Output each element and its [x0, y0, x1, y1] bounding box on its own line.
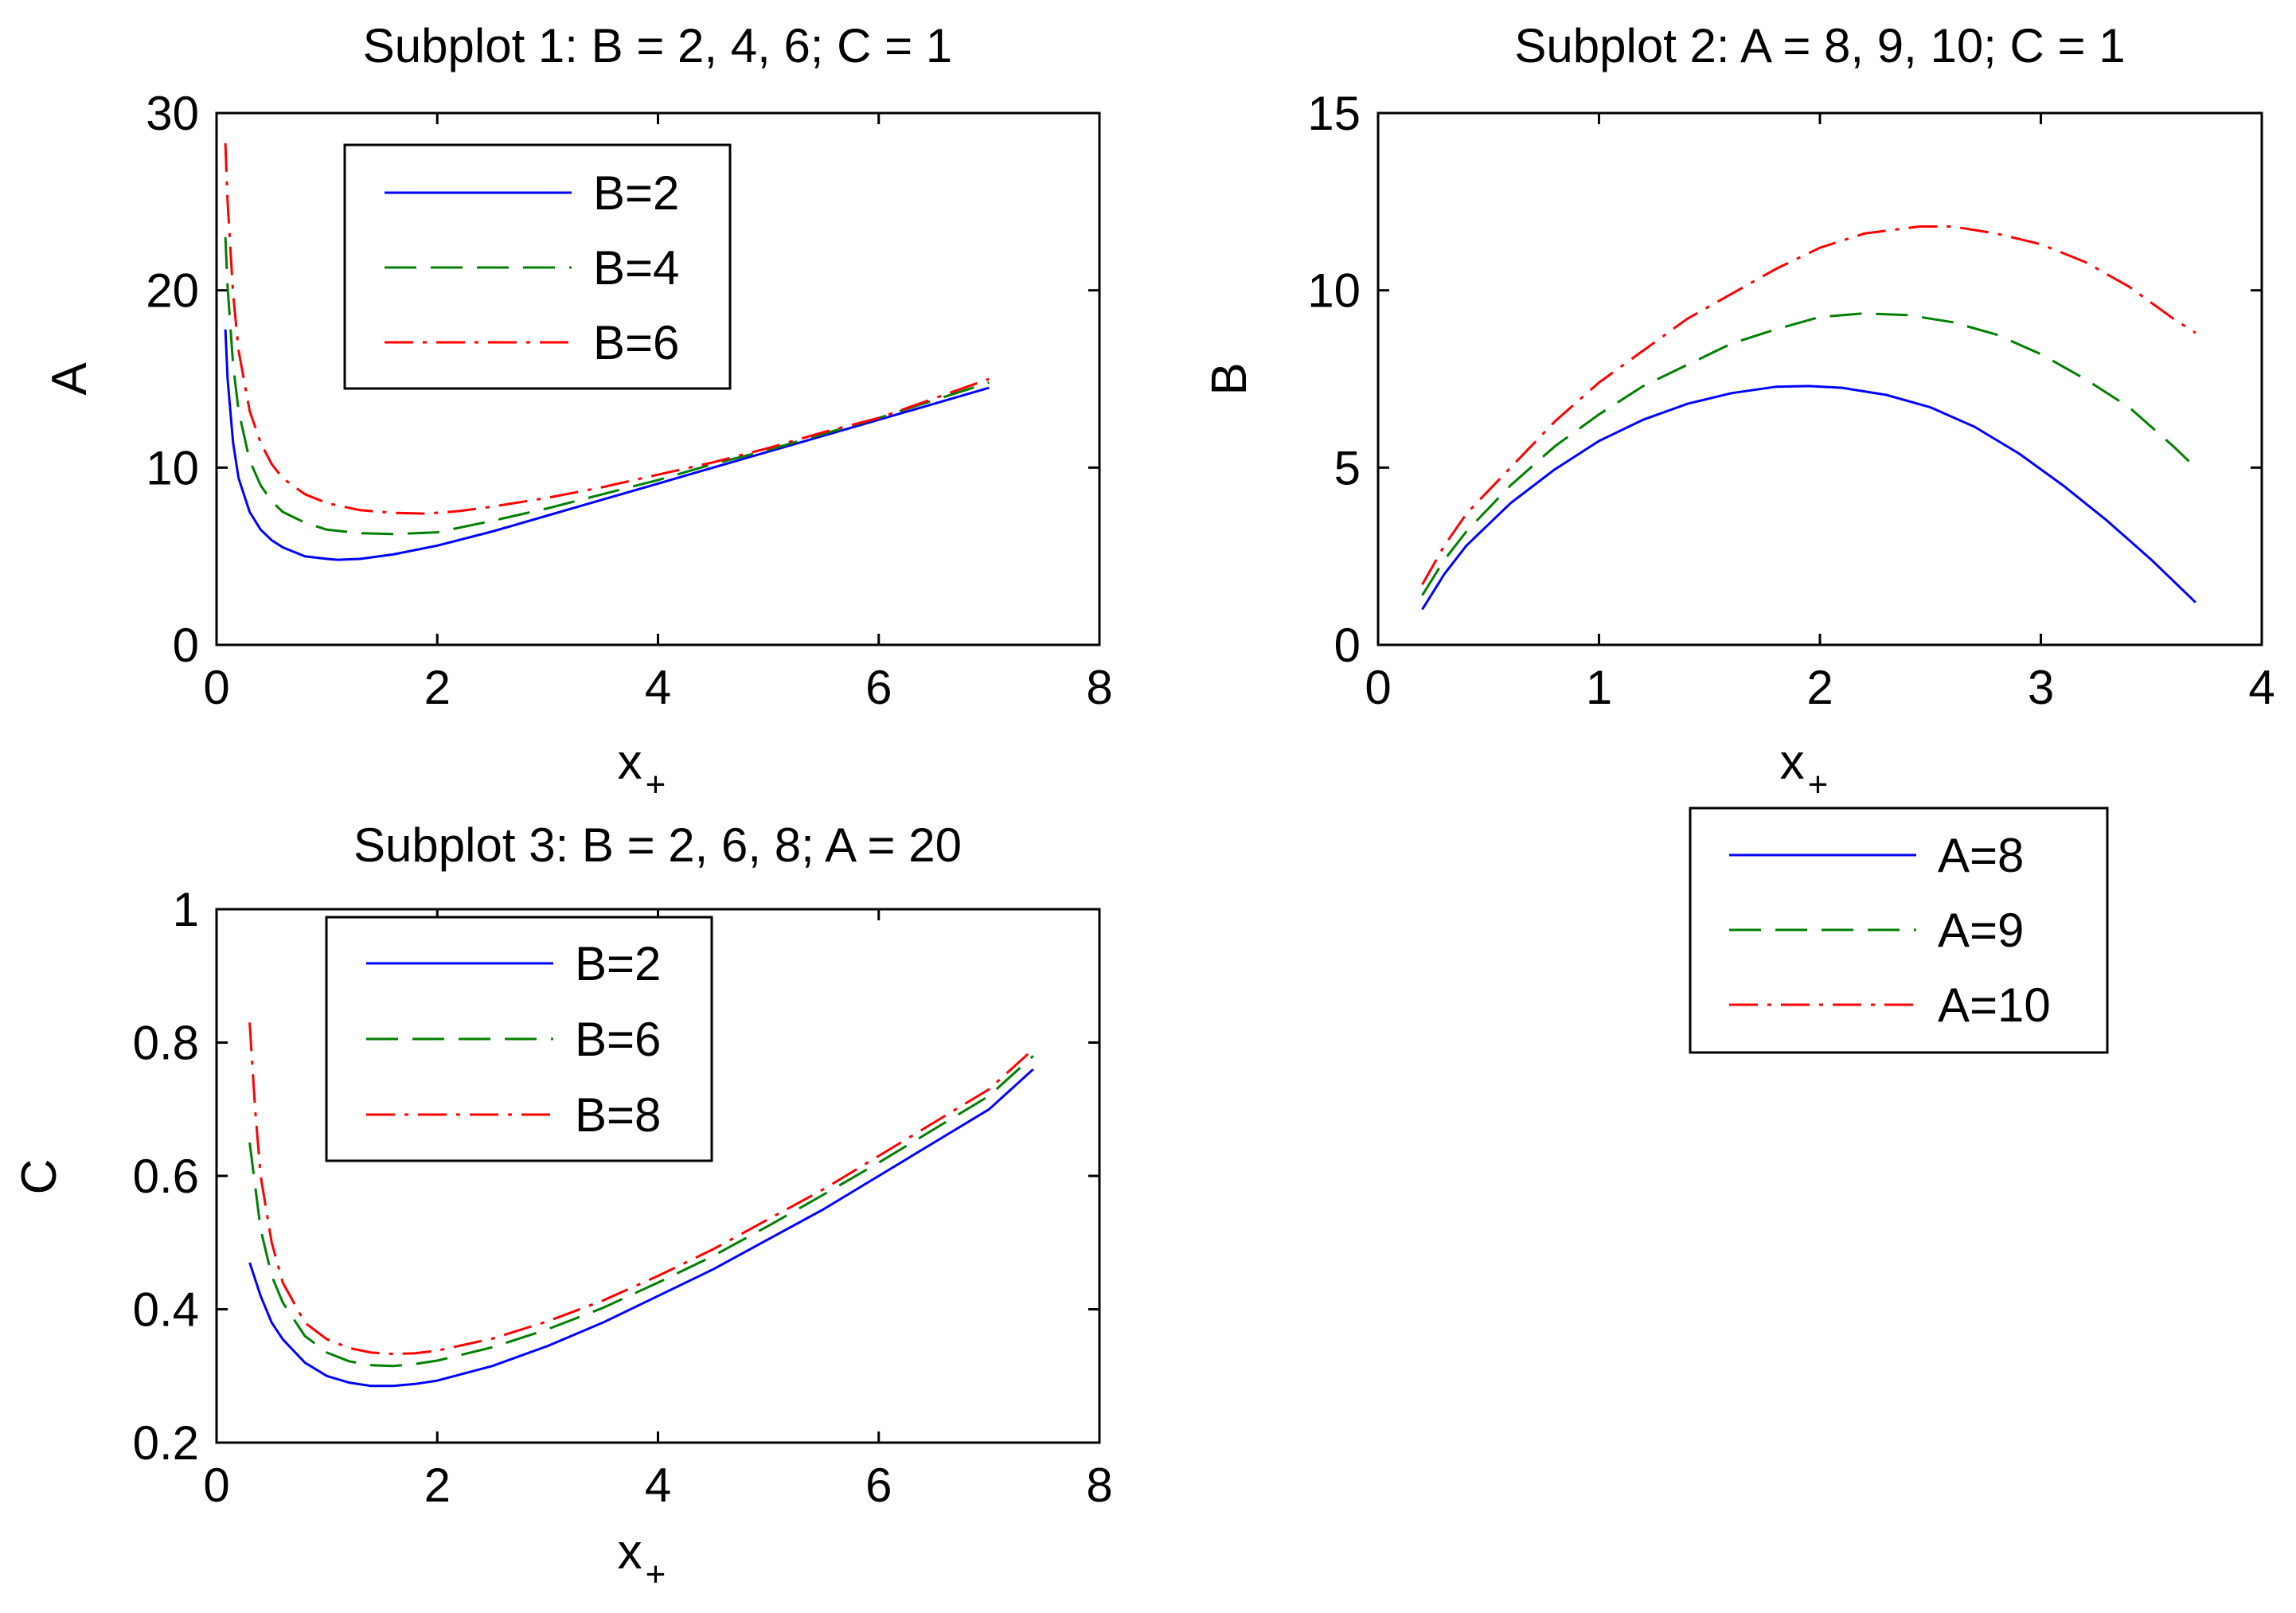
subplot-2-ticks: 0 1 2 3 4 0 5 10 15	[1307, 87, 2275, 714]
subplot-3-legend: B=2 B=6 B=8	[325, 916, 713, 1162]
subplot-2-legend: A=8 A=9 A=10	[1689, 806, 2109, 1054]
subplot-2-lines	[1421, 225, 2196, 611]
subplot1-series-b2	[224, 329, 990, 561]
subplot-1-legend-label-b4: B=4	[593, 241, 679, 295]
subplot3-ytick-label: 0.2	[133, 1416, 199, 1470]
subplot3-xtick-label: 4	[645, 1459, 671, 1512]
subplot1-ytick-label: 30	[146, 87, 199, 140]
subplot3-xtick-label: 6	[865, 1459, 892, 1512]
subplot3-ytick-label: 0.6	[133, 1150, 199, 1203]
subplot-1: Subplot 1: B = 2, 4, 6; C = 1 0 2 4 6 8 0 10 20…	[42, 19, 1113, 804]
subplot-1-legend-label-b6: B=6	[593, 316, 679, 369]
subplot2-xtick-label: 3	[2028, 661, 2054, 714]
subplot-2-xlabel-sub: +	[1808, 765, 1829, 804]
subplot1-ytick-label: 10	[146, 441, 199, 494]
subplot-3-title: Subplot 3: B = 2, 6, 8; A = 20	[353, 818, 962, 872]
subplot3-xtick-label: 0	[203, 1459, 229, 1512]
subplot-3-xlabel: x+	[618, 1525, 666, 1594]
subplot3-series-b6	[248, 1055, 1034, 1368]
subplot-2-legend-label-a9: A=9	[1938, 904, 2024, 957]
subplot-2-title: Subplot 2: A = 8, 9, 10; C = 1	[1514, 19, 2125, 72]
subplot-3-ticks: 0 2 4 6 8 0.2 0.4 0.6 0.8 1	[133, 883, 1113, 1512]
subplot3-ytick-label: 0.4	[133, 1283, 199, 1337]
subplot-1-legend: B=2 B=4 B=6	[343, 143, 732, 390]
subplot3-ytick-label: 1	[173, 883, 199, 936]
subplot1-series-b4	[224, 236, 990, 536]
subplot2-xtick-label: 4	[2248, 661, 2275, 714]
subplot-2-xlabel-main: x	[1780, 735, 1805, 790]
subplot2-ytick-label: 10	[1307, 264, 1361, 318]
subplot-2-xlabel: x+	[1780, 735, 1829, 804]
subplot-1-ylabel: A	[42, 362, 97, 396]
subplot-1-legend-label-b2: B=2	[593, 166, 679, 220]
subplot1-xtick-label: 6	[865, 661, 892, 714]
subplot3-series-b2	[248, 1068, 1034, 1388]
subplot-3: Subplot 3: B = 2, 6, 8; A = 20 0 2 4 6 80.20…	[12, 818, 1113, 1594]
subplot-1-xlabel-sub: +	[646, 765, 666, 804]
subplot-3-xlabel-main: x	[618, 1525, 642, 1580]
subplot-1-ticks: 0 2 4 6 8 0 10 20 30	[146, 87, 1112, 714]
subplot2-series-a8	[1421, 385, 2196, 611]
subplot-3-legend-label-b6: B=6	[575, 1013, 661, 1066]
subplot-2-legend-label-a10: A=10	[1938, 978, 2051, 1032]
subplot-3-legend-label-b2: B=2	[575, 937, 661, 990]
subplot2-xtick-label: 1	[1586, 661, 1612, 714]
subplot2-xtick-label: 0	[1365, 661, 1391, 714]
subplot-3-lines	[248, 1022, 1034, 1388]
subplot1-ytick-label: 20	[146, 264, 199, 318]
subplot3-ytick-label: 0.8	[133, 1017, 199, 1070]
subplot2-series-a9	[1421, 312, 2196, 596]
subplot-2-ylabel: B	[1202, 362, 1257, 395]
subplot2-series-a10	[1421, 225, 2196, 586]
subplot1-xtick-label: 8	[1086, 661, 1112, 714]
subplot-3-legend-label-b8: B=8	[575, 1088, 661, 1142]
subplot-2-legend-label-a8: A=8	[1938, 829, 2024, 882]
subplot-1-xlabel-main: x	[618, 735, 642, 790]
subplot1-series-b6	[224, 143, 990, 515]
subplot-1-lines	[224, 143, 990, 561]
subplot-1-xlabel: x+	[618, 735, 666, 804]
subplot1-ytick-label: 0	[173, 619, 199, 672]
subplot2-xtick-label: 2	[1806, 661, 1833, 714]
subplot-3-ylabel: C	[12, 1159, 67, 1195]
subplot3-xtick-label: 2	[424, 1459, 451, 1512]
subplot1-xtick-label: 4	[645, 661, 671, 714]
subplot1-xtick-label: 0	[203, 661, 229, 714]
subplot-2-axes-box	[1376, 111, 2263, 646]
subplot-2: Subplot 2: A = 8, 9, 10; C = 1 0 1 2 3 4 0 5 10…	[1202, 19, 2275, 1054]
subplot3-xtick-label: 8	[1086, 1459, 1112, 1512]
subplot1-xtick-label: 2	[424, 661, 451, 714]
subplot2-ytick-label: 0	[1334, 619, 1361, 672]
subplot2-ytick-label: 15	[1307, 87, 1361, 140]
subplot3-series-b8	[248, 1022, 1034, 1356]
subplot-3-xlabel-sub: +	[646, 1555, 666, 1594]
subplot-1-title: Subplot 1: B = 2, 4, 6; C = 1	[363, 19, 952, 72]
subplot2-ytick-label: 5	[1334, 441, 1361, 494]
